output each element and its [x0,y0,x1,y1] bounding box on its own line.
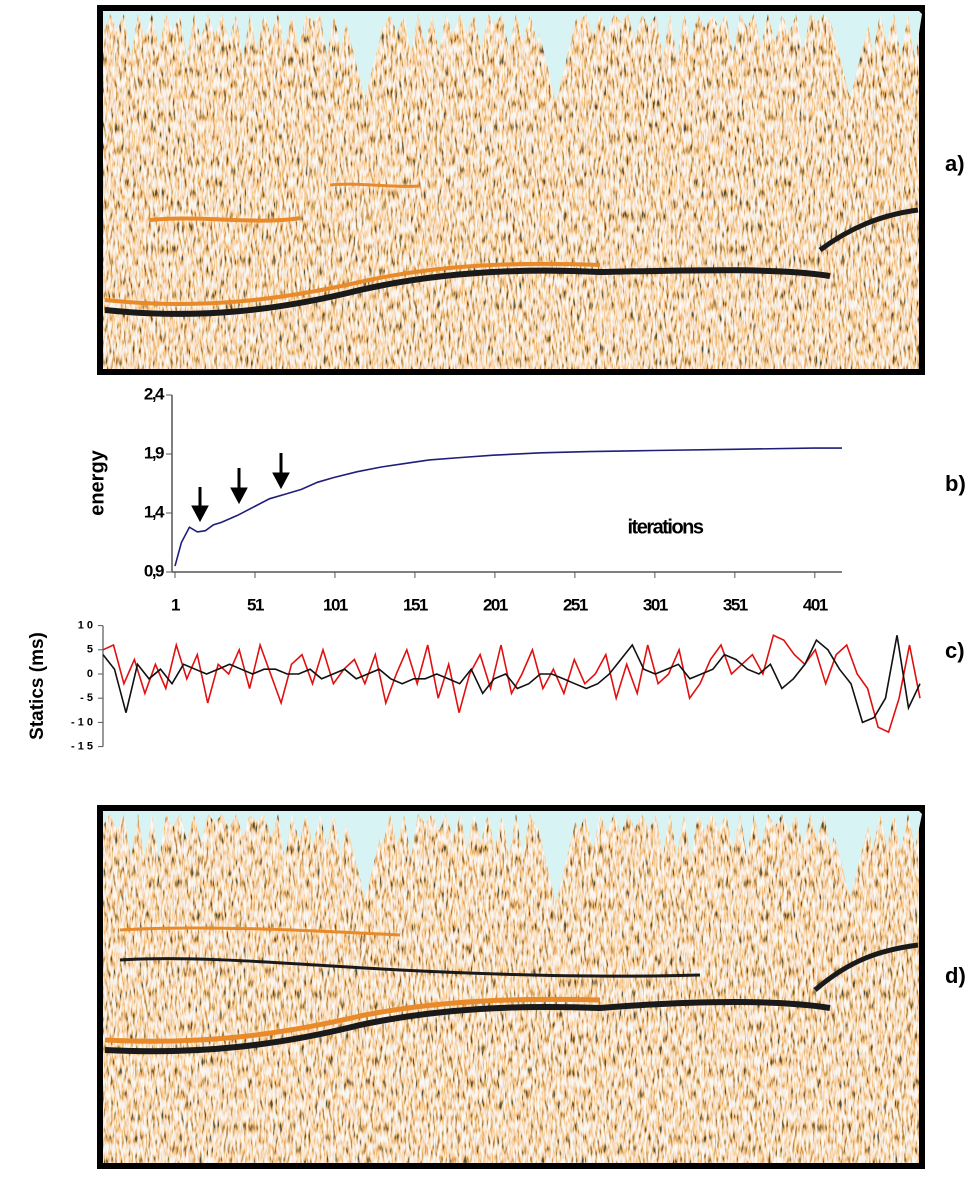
panel-frame [97,805,925,1169]
seismic-noise [100,808,922,1166]
x-tick-label: 401 [803,595,828,614]
y-tick-label: - 1 0 [71,716,93,728]
panel-frame [97,5,925,375]
horizon [149,216,301,223]
y-tick-label: - 5 [80,692,93,704]
annotation: iterations [627,516,703,538]
y-tick-label: 5 [87,644,93,656]
y-tick-label: 0,9 [144,561,164,580]
x-tick-label: 201 [483,595,508,614]
y-tick-label: 1 0 [78,620,93,632]
y-axis-label: Statics (ms) [27,632,48,740]
sky-notch [343,811,387,898]
y-tick-label: 1,4 [144,502,165,521]
horizon [329,182,421,188]
panel-label: b) [945,471,966,496]
seismic-section [97,805,925,1169]
data-line [102,635,921,724]
x-tick-label: 101 [323,595,348,614]
data-line [174,447,842,567]
panel-label: d) [945,963,966,988]
horizon [813,942,919,992]
x-tick-label: 151 [403,595,428,614]
horizon [104,261,601,306]
data-line [102,634,921,734]
x-tick-label: 51 [247,595,264,614]
arrows [191,453,290,523]
seismic-noise [100,8,922,372]
panel-label: c) [945,638,965,663]
horizon [104,999,831,1055]
horizon [119,957,701,978]
sky-notch [828,811,872,898]
x-tick-label: 1 [171,595,180,614]
sky-notch [534,811,578,903]
sky-notch [534,11,578,103]
panel-label: a) [945,151,965,176]
sky-notch [343,11,387,98]
x-tick-label: 251 [563,595,588,614]
horizon [818,207,919,253]
y-axis-label: energy [86,449,108,515]
horizon [104,267,831,317]
horizon [104,996,601,1044]
y-tick-label: 1,9 [144,443,164,462]
sky-area [103,811,922,860]
y-tick-label: 2,4 [144,384,165,403]
y-tick-label: - 1 5 [71,741,93,753]
seismic-section [97,5,925,375]
y-tick-label: 0 [87,668,93,680]
horizon [119,926,401,937]
x-tick-label: 351 [723,595,748,614]
x-tick-label: 301 [643,595,668,614]
sky-area [103,11,922,60]
sky-notch [828,11,872,98]
